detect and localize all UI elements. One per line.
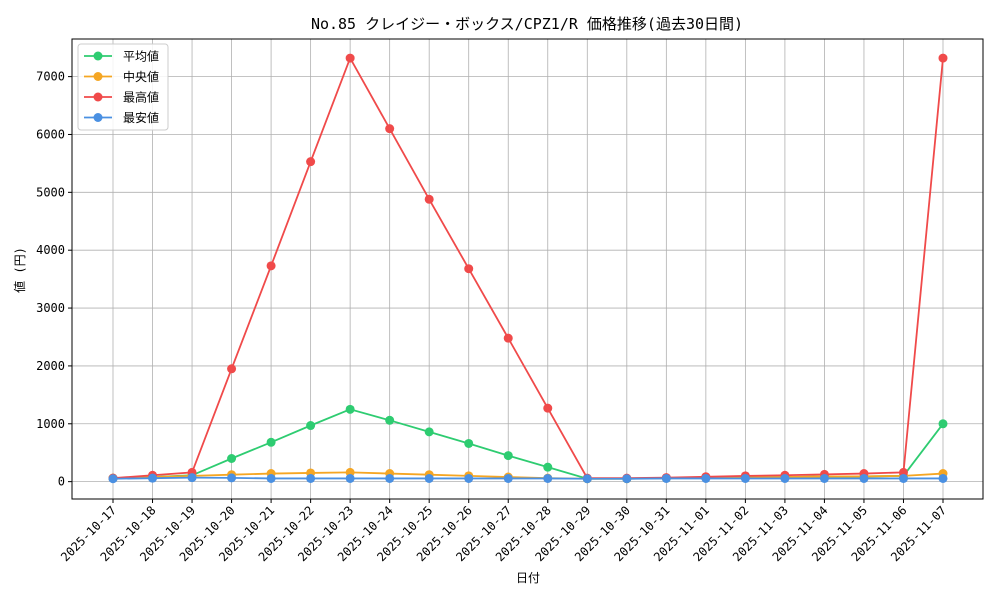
data-point xyxy=(464,438,474,448)
y-tick-label: 5000 xyxy=(36,185,65,199)
data-point xyxy=(108,474,118,484)
series-4 xyxy=(108,473,948,484)
legend-swatch-marker xyxy=(93,92,103,102)
data-point xyxy=(543,462,553,472)
data-point xyxy=(227,453,237,463)
data-point xyxy=(227,473,237,483)
data-point xyxy=(424,473,434,483)
data-point xyxy=(503,473,513,483)
legend-swatch-marker xyxy=(93,51,103,61)
data-point xyxy=(266,261,276,271)
data-point xyxy=(859,473,869,483)
y-tick-label: 7000 xyxy=(36,70,65,84)
data-point xyxy=(938,53,948,63)
x-axis-ticks: 2025-10-172025-10-182025-10-192025-10-20… xyxy=(58,499,949,564)
legend-swatch-marker xyxy=(93,113,103,122)
data-point xyxy=(187,473,197,483)
y-tick-label: 6000 xyxy=(36,127,65,141)
plot-frame xyxy=(71,38,984,500)
data-point xyxy=(424,194,434,204)
legend-swatch-marker xyxy=(93,72,103,81)
data-point xyxy=(740,473,750,483)
data-point xyxy=(306,157,316,167)
y-tick-label: 1000 xyxy=(36,417,65,431)
data-point xyxy=(345,53,355,63)
series-line xyxy=(112,408,944,480)
data-point xyxy=(306,421,316,431)
data-point xyxy=(424,427,434,437)
y-tick-label: 2000 xyxy=(36,359,65,373)
y-axis-ticks: 0 1000 2000 3000 4000 5000 6000 7000 xyxy=(36,70,72,489)
data-point xyxy=(543,473,553,483)
data-point xyxy=(464,473,474,483)
data-point xyxy=(701,473,711,483)
y-tick-label: 4000 xyxy=(36,243,65,257)
legend-label: 中央値 xyxy=(123,69,159,84)
legend-label: 最安値 xyxy=(123,110,159,125)
axes xyxy=(71,38,984,500)
series-line xyxy=(112,476,943,480)
y-tick-label: 3000 xyxy=(36,301,65,315)
data-point xyxy=(582,474,592,484)
series-3 xyxy=(108,53,948,483)
series-line xyxy=(112,55,944,480)
data-point xyxy=(385,124,395,134)
y-tick-label: 0 xyxy=(58,475,65,489)
data-point xyxy=(503,451,513,461)
data-point xyxy=(661,473,671,483)
data-point xyxy=(345,404,355,414)
grid-lines xyxy=(72,39,983,499)
x-axis-label: 日付 xyxy=(516,571,540,585)
legend-label: 平均値 xyxy=(123,49,159,64)
data-point xyxy=(306,473,316,483)
data-point xyxy=(227,364,237,374)
data-point xyxy=(819,473,829,483)
data-point xyxy=(503,333,513,343)
data-point xyxy=(780,473,790,483)
data-point xyxy=(385,473,395,483)
data-point xyxy=(938,473,948,483)
data-point xyxy=(266,437,276,447)
data-point xyxy=(898,473,908,483)
legend-box xyxy=(77,43,169,131)
data-point xyxy=(543,403,553,413)
chart-title: No.85 クレイジー・ボックス/CPZ1/R 価格推移(過去30日間) xyxy=(311,15,743,33)
data-point xyxy=(385,415,395,425)
y-axis-label: 値 (円) xyxy=(12,247,27,293)
legend-label: 最高値 xyxy=(123,90,159,105)
data-point xyxy=(464,264,474,274)
data-point xyxy=(622,474,632,484)
data-point xyxy=(345,473,355,483)
data-point xyxy=(148,473,158,483)
data-point xyxy=(266,473,276,483)
data-point xyxy=(938,419,948,429)
series-group xyxy=(108,53,948,484)
